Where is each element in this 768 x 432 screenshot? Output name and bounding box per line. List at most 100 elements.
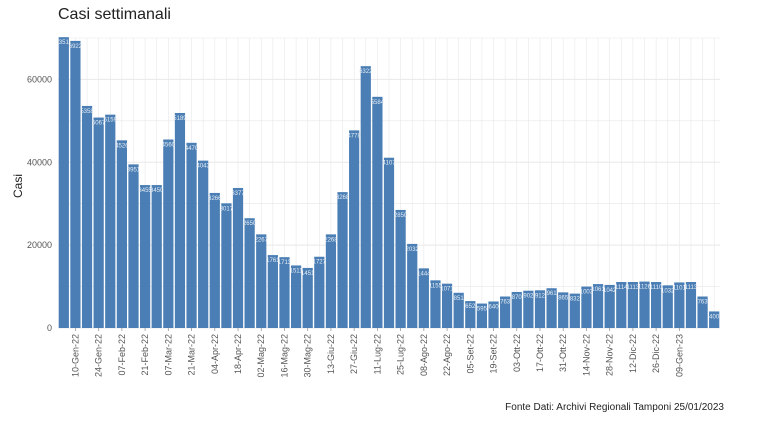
data-label: 1713 xyxy=(278,260,292,266)
data-label: 1110 xyxy=(650,285,663,291)
data-label: 1126 xyxy=(638,285,652,291)
data-label: 1444 xyxy=(417,271,431,277)
x-axis-ticks: 10-Gen-22 24-Gen-22 07-Feb-22 21-Feb-22 07-M… xyxy=(70,328,684,378)
data-label: 4526 xyxy=(115,143,129,149)
data-label: 595 xyxy=(477,307,488,313)
bar xyxy=(592,284,604,328)
bar xyxy=(697,296,708,328)
x-tick-label: 22-Ago-22 xyxy=(442,334,452,376)
data-label: 1114 xyxy=(615,285,628,291)
x-tick-label: 13-Giu-22 xyxy=(326,334,336,374)
x-tick-label: 02-Mag-22 xyxy=(256,334,266,378)
y-axis-label: Casi xyxy=(11,174,25,198)
x-tick-label: 24-Gen-22 xyxy=(94,334,104,377)
bar xyxy=(616,282,627,328)
x-tick-label: 12-Dic-22 xyxy=(628,334,638,373)
data-label: 1003 xyxy=(580,290,594,296)
bar xyxy=(244,218,255,328)
data-label: 763 xyxy=(698,300,709,306)
data-label: 4470 xyxy=(185,146,199,152)
y-tick-label: 0 xyxy=(47,323,52,333)
bar xyxy=(314,256,325,328)
bar xyxy=(534,290,546,328)
bar xyxy=(581,286,592,328)
data-label: 832 xyxy=(570,297,581,303)
source-note: Fonte Dati: Archivi Regionali Tamponi 25… xyxy=(505,402,724,413)
x-tick-label: 25-Lug-22 xyxy=(396,334,406,375)
data-label: 5358 xyxy=(80,109,94,115)
bar xyxy=(198,160,209,328)
data-label: 870 xyxy=(512,295,523,301)
y-tick-label: 60000 xyxy=(27,74,52,84)
data-label: 3951 xyxy=(127,167,141,173)
bar xyxy=(290,265,302,328)
bar xyxy=(279,257,290,328)
x-tick-label: 17-Ott-22 xyxy=(535,334,545,372)
data-label: 5159 xyxy=(104,118,118,124)
data-label: 1071 xyxy=(440,287,454,293)
bar xyxy=(476,303,488,328)
bar xyxy=(116,140,127,328)
bar xyxy=(349,130,360,328)
data-label: 3266 xyxy=(208,196,222,202)
bar xyxy=(209,192,220,328)
data-label: 1061 xyxy=(591,287,605,293)
bar xyxy=(267,255,278,328)
x-tick-label: 07-Feb-22 xyxy=(117,334,127,376)
x-tick-label: 11-Lug-22 xyxy=(372,334,382,374)
x-tick-label: 10-Gen-22 xyxy=(70,334,80,377)
data-label: 1155 xyxy=(429,283,443,289)
x-tick-label: 31-Ott-22 xyxy=(558,334,568,372)
x-tick-label: 04-Apr-22 xyxy=(210,334,220,374)
bar xyxy=(488,301,499,328)
bar xyxy=(151,185,162,328)
data-label: 1032 xyxy=(661,288,675,294)
bar xyxy=(569,293,580,328)
data-label: 5189 xyxy=(173,116,187,122)
bar xyxy=(128,164,139,328)
data-label: 5067 xyxy=(92,121,106,127)
data-label: 1113 xyxy=(627,285,640,291)
bar xyxy=(523,290,534,328)
data-label: 1511 xyxy=(290,268,304,274)
data-label: 400 xyxy=(709,314,720,320)
data-label: 1113 xyxy=(685,285,698,291)
bar xyxy=(325,234,337,328)
bar xyxy=(221,203,232,328)
x-tick-label: 14-Nov-22 xyxy=(581,334,591,376)
data-label: 1451 xyxy=(301,271,315,277)
data-label: 2267 xyxy=(255,237,269,243)
bar xyxy=(511,291,522,328)
bar xyxy=(674,282,685,328)
bar xyxy=(395,209,406,328)
x-tick-label: 03-Ott-22 xyxy=(512,334,522,372)
bar xyxy=(546,288,557,328)
data-label: 763 xyxy=(500,300,511,306)
bars xyxy=(58,37,720,329)
y-tick-label: 20000 xyxy=(27,240,52,250)
bar xyxy=(639,281,650,328)
bar xyxy=(186,142,197,328)
data-label: 2268 xyxy=(324,237,338,243)
x-tick-label: 28-Nov-22 xyxy=(605,334,615,376)
x-tick-label: 30-Mag-22 xyxy=(303,334,313,378)
data-label: 1761 xyxy=(266,258,280,264)
data-label: 6922 xyxy=(69,44,83,50)
bar xyxy=(558,292,569,328)
bar xyxy=(256,234,267,328)
y-tick-label: 40000 xyxy=(27,157,52,167)
data-label: 2850 xyxy=(394,213,408,219)
data-label: 2032 xyxy=(406,247,420,253)
x-tick-label: 16-Mag-22 xyxy=(279,334,289,378)
x-tick-label: 05-Set-22 xyxy=(465,334,475,374)
bar xyxy=(139,185,151,328)
bar xyxy=(81,105,93,328)
data-label: 640 xyxy=(489,304,500,310)
bar xyxy=(407,243,418,328)
bar xyxy=(685,282,697,328)
data-label: 1101 xyxy=(673,285,687,291)
x-tick-label: 26-Dic-22 xyxy=(651,334,661,373)
data-label: 2650 xyxy=(243,221,257,227)
